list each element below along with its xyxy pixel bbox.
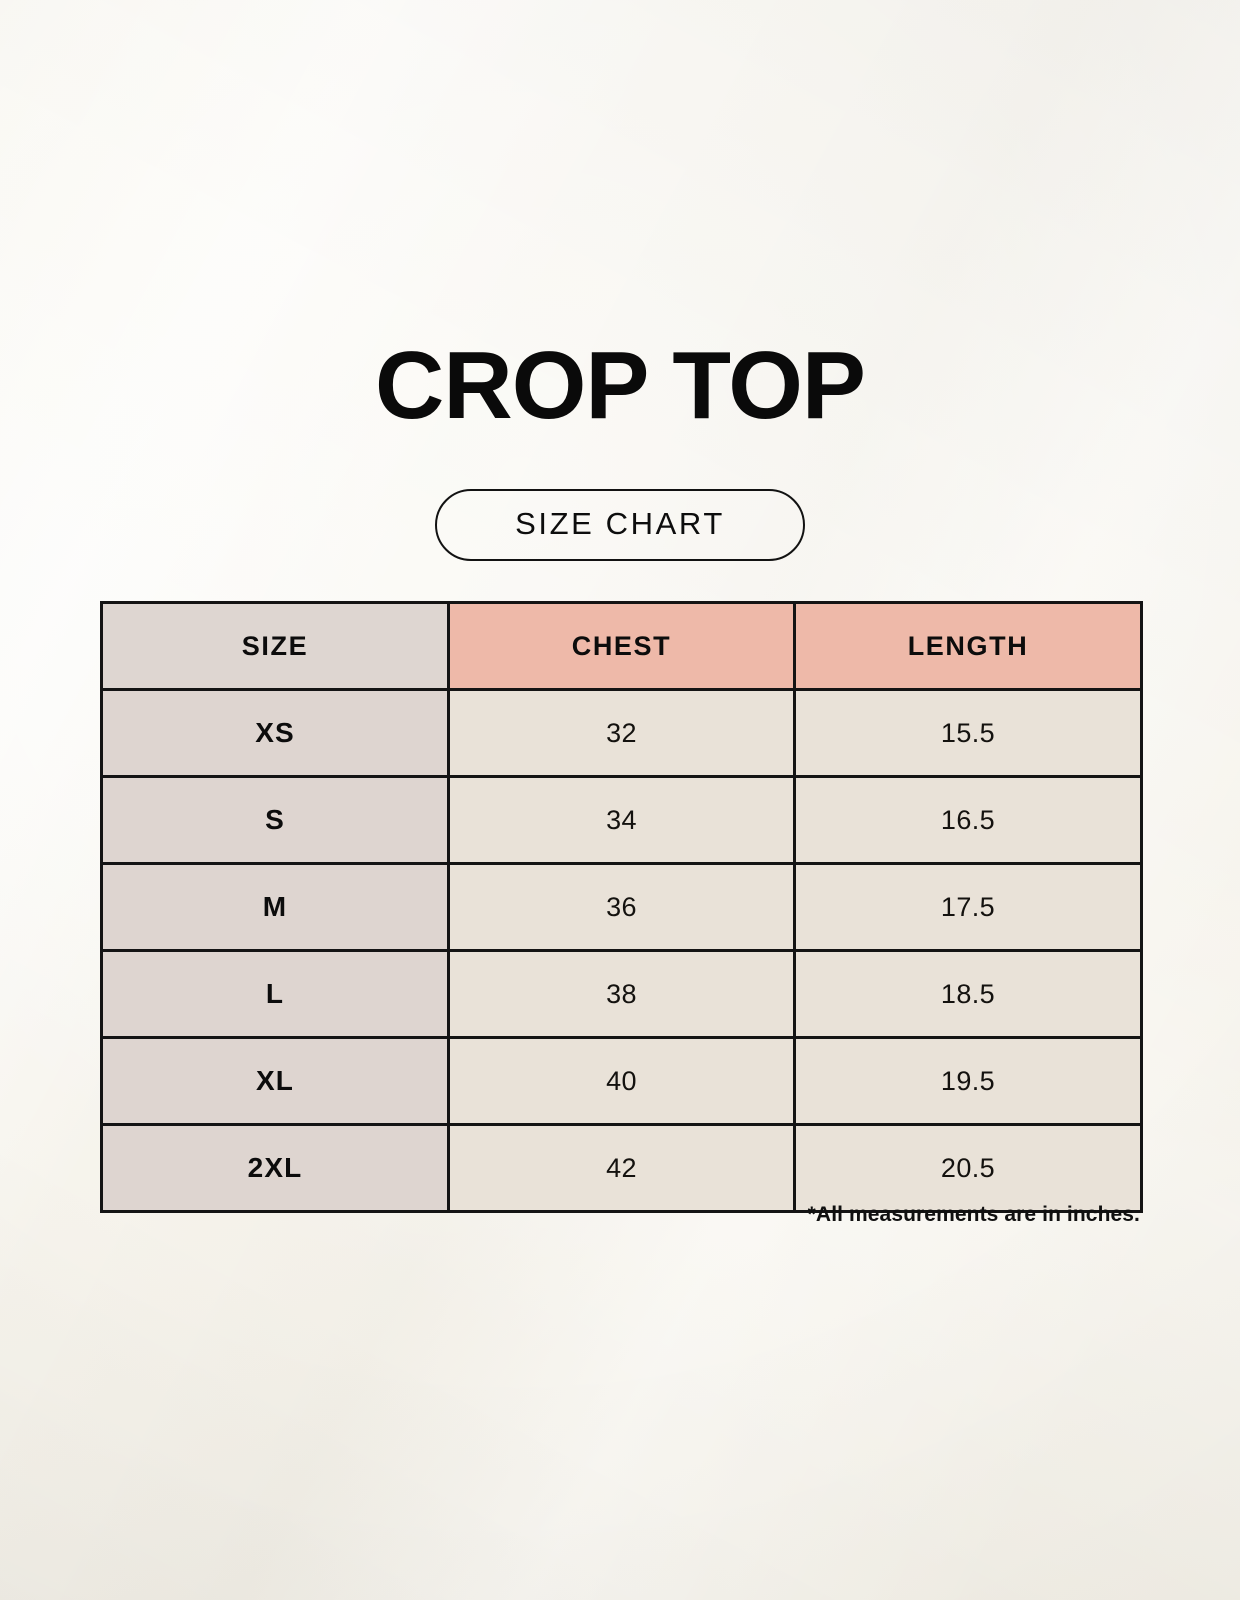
table-row: L 38 18.5 [100,949,1143,1039]
cell-size: XS [100,688,450,778]
cell-length: 18.5 [793,949,1143,1039]
table-body: XS 32 15.5 S 34 16.5 M 36 17.5 L 38 [100,688,1143,1213]
cell-length: 17.5 [793,862,1143,952]
cell-chest: 36 [447,862,796,952]
cell-chest: 34 [447,775,796,865]
badge-container: SIZE CHART [0,489,1240,561]
cell-size: L [100,949,450,1039]
page-title: CROP TOP [375,332,866,439]
cell-length: 16.5 [793,775,1143,865]
cell-chest: 42 [447,1123,796,1213]
table-row: S 34 16.5 [100,775,1143,865]
table-row: M 36 17.5 [100,862,1143,952]
size-table-container: SIZE CHEST LENGTH XS 32 15.5 S 34 16.5 M [100,601,1143,1213]
cell-length: 20.5 [793,1123,1143,1213]
table-header-row: SIZE CHEST LENGTH [100,601,1143,691]
column-header-length: LENGTH [793,601,1143,691]
cell-chest: 40 [447,1036,796,1126]
table-row: XL 40 19.5 [100,1036,1143,1126]
cell-size: M [100,862,450,952]
table-row: XS 32 15.5 [100,688,1143,778]
size-chart-badge: SIZE CHART [435,489,805,561]
measurement-footnote: *All measurements are in inches. [807,1203,1140,1226]
cell-size: XL [100,1036,450,1126]
cell-chest: 38 [447,949,796,1039]
cell-chest: 32 [447,688,796,778]
cell-size: 2XL [100,1123,450,1213]
column-header-size: SIZE [100,601,450,691]
column-header-chest: CHEST [447,601,796,691]
table-header: SIZE CHEST LENGTH [100,601,1143,691]
cell-length: 15.5 [793,688,1143,778]
cell-size: S [100,775,450,865]
table-row: 2XL 42 20.5 [100,1123,1143,1213]
size-table: SIZE CHEST LENGTH XS 32 15.5 S 34 16.5 M [100,601,1143,1213]
cell-length: 19.5 [793,1036,1143,1126]
